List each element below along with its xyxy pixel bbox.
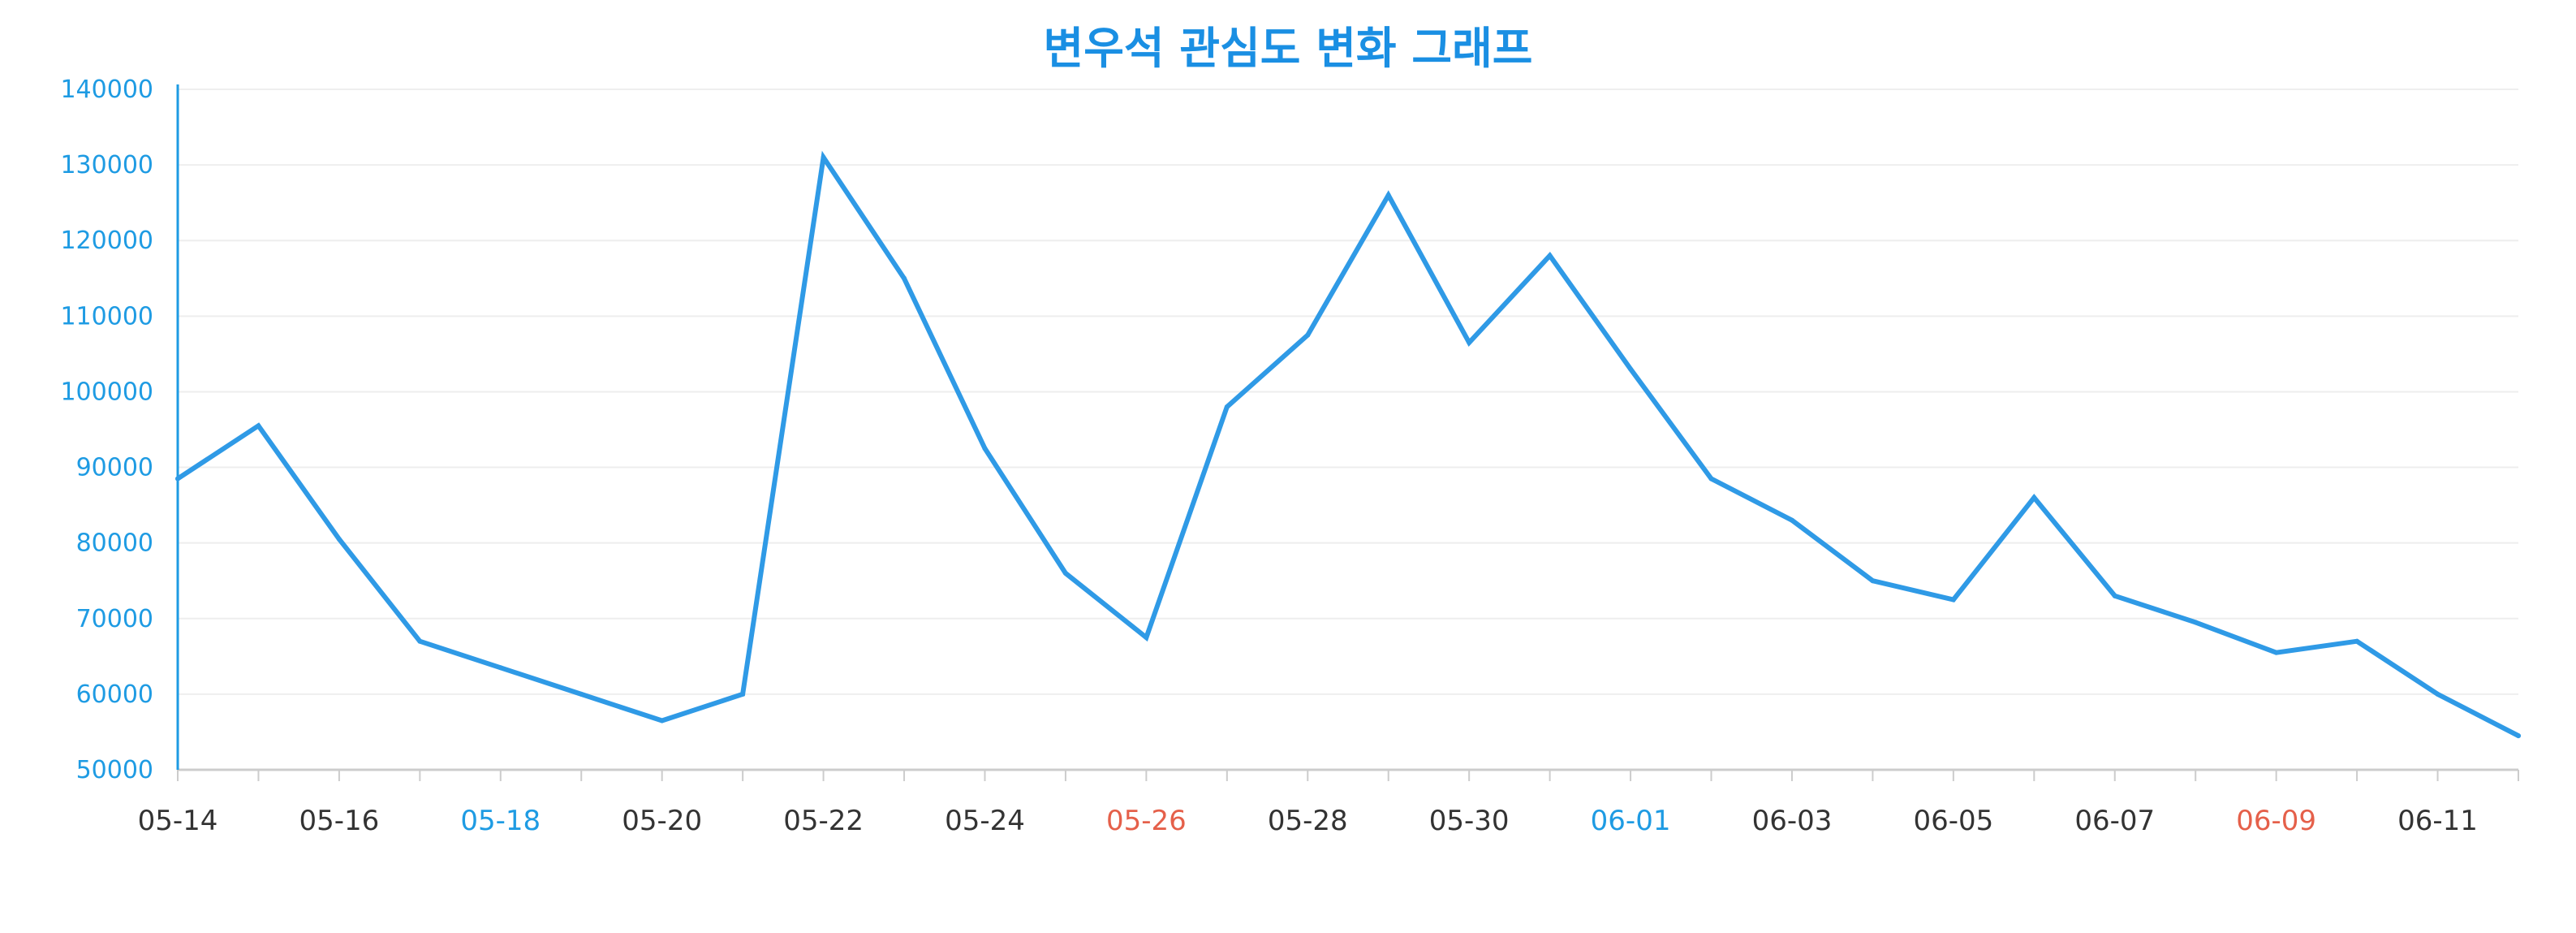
data-point bbox=[2354, 638, 2360, 644]
x-tick-label: 05-28 bbox=[1268, 805, 1348, 837]
data-point bbox=[740, 691, 746, 697]
x-tick-label: 06-03 bbox=[1752, 805, 1833, 837]
data-point bbox=[336, 537, 342, 542]
chart-title: 변우석 관심도 변화 그래프 bbox=[1044, 23, 1533, 74]
x-axis-tick-labels: 05-14 05-16 05-18 05-20 05-22 05-24 05-26 05-28… bbox=[138, 805, 2478, 837]
y-tick-label: 120000 bbox=[60, 227, 153, 255]
data-point bbox=[498, 665, 503, 671]
data-point bbox=[175, 476, 180, 482]
x-tick-label: 05-18 bbox=[460, 805, 541, 837]
x-tick-label: 05-16 bbox=[299, 805, 379, 837]
series-line bbox=[175, 150, 2521, 739]
data-point bbox=[417, 638, 423, 644]
data-point bbox=[1628, 366, 1634, 372]
data-point bbox=[256, 423, 261, 429]
x-tick-label: 06-07 bbox=[2074, 805, 2155, 837]
x-tick-label: 06-09 bbox=[2236, 805, 2316, 837]
data-point bbox=[1385, 192, 1391, 198]
x-tick-label: 05-24 bbox=[945, 805, 1025, 837]
x-tick-label: 06-11 bbox=[2397, 805, 2478, 837]
y-tick-label: 130000 bbox=[60, 151, 153, 179]
data-point bbox=[2516, 733, 2521, 739]
data-point bbox=[982, 446, 988, 451]
data-point bbox=[1062, 570, 1068, 576]
data-point bbox=[579, 691, 584, 697]
data-point bbox=[1467, 339, 1472, 345]
grid-lines bbox=[178, 89, 2518, 695]
y-tick-label: 90000 bbox=[76, 454, 153, 482]
data-point bbox=[902, 275, 907, 281]
y-tick-label: 60000 bbox=[76, 680, 153, 709]
y-tick-label: 50000 bbox=[76, 756, 153, 784]
data-point bbox=[1224, 404, 1230, 410]
y-axis-tick-labels: 50000 60000 70000 80000 90000 100000 110000 120… bbox=[60, 76, 153, 784]
x-tick-label: 06-01 bbox=[1591, 805, 1671, 837]
data-point bbox=[1547, 253, 1553, 258]
x-tick-label: 06-05 bbox=[1913, 805, 1993, 837]
data-point bbox=[659, 718, 665, 724]
x-tick-label: 05-30 bbox=[1429, 805, 1510, 837]
data-point bbox=[1708, 476, 1714, 482]
data-point bbox=[821, 154, 826, 160]
data-point bbox=[2193, 620, 2199, 625]
data-point bbox=[2112, 593, 2117, 598]
x-tick-label: 05-20 bbox=[622, 805, 702, 837]
data-point bbox=[2435, 691, 2440, 697]
data-point bbox=[2273, 650, 2279, 655]
axes bbox=[176, 84, 2519, 781]
data-point bbox=[1305, 332, 1311, 338]
data-point bbox=[1950, 597, 1956, 603]
y-tick-label: 100000 bbox=[60, 378, 153, 406]
x-tick-label: 05-14 bbox=[138, 805, 218, 837]
y-tick-label: 140000 bbox=[60, 76, 153, 104]
series-layer bbox=[175, 150, 2521, 739]
x-tick-label: 05-22 bbox=[783, 805, 864, 837]
data-point bbox=[1144, 635, 1149, 641]
y-tick-label: 80000 bbox=[76, 529, 153, 558]
data-point bbox=[1789, 517, 1794, 523]
data-point bbox=[1870, 578, 1876, 584]
y-tick-label: 70000 bbox=[76, 605, 153, 633]
y-tick-label: 110000 bbox=[60, 302, 153, 330]
data-point bbox=[2031, 495, 2037, 500]
x-tick-label: 05-26 bbox=[1106, 805, 1187, 837]
